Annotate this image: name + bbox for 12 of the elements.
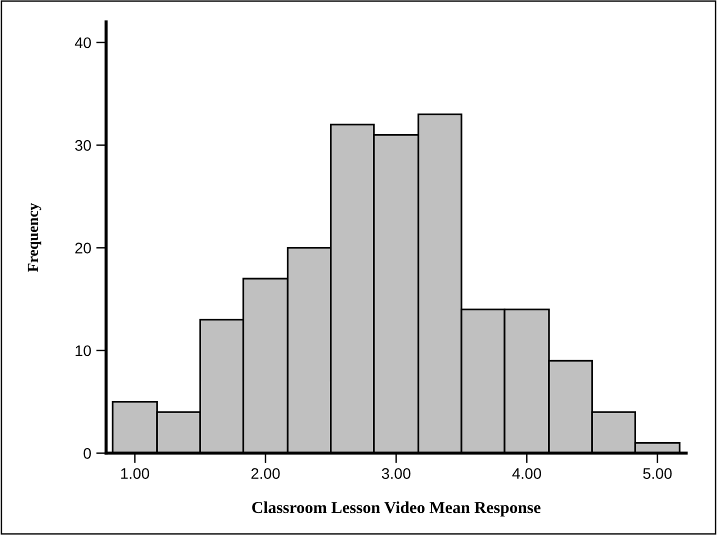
x-tick-label: 5.00: [643, 468, 672, 479]
x-tick-label: 2.00: [251, 468, 280, 479]
x-tick-label: 3.00: [382, 468, 410, 479]
y-tick-label: 30: [75, 140, 91, 151]
x-tick-label: 1.00: [121, 468, 150, 479]
x-tick-label: 4.00: [512, 468, 542, 479]
y-tick-label: 10: [76, 345, 91, 356]
y-tick-label: 20: [75, 242, 91, 254]
x-axis-title: Classroom Lesson Video Mean Response: [252, 501, 540, 517]
y-tick-label: 40: [74, 37, 91, 48]
y-axis-title: Frequency: [28, 203, 42, 272]
y-tick-label: 0: [84, 448, 91, 459]
